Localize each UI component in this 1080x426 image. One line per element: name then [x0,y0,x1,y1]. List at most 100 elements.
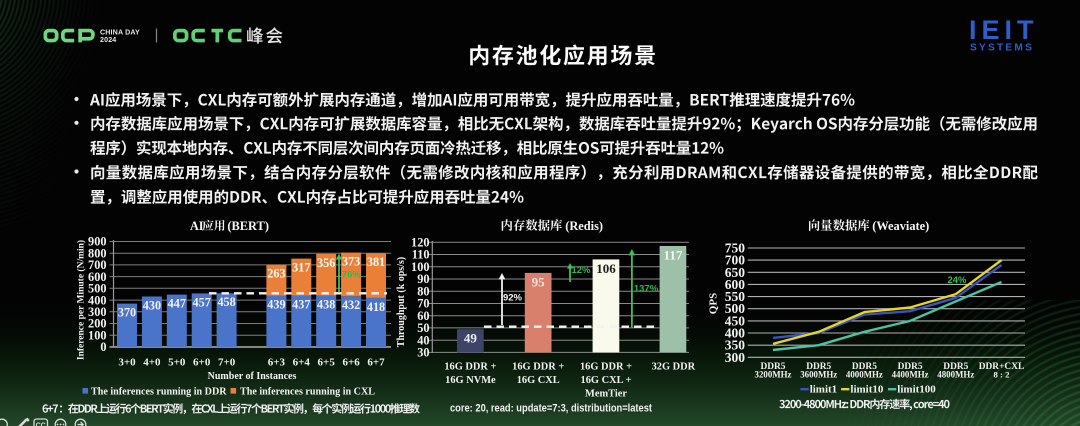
svg-text:DDR5: DDR5 [852,362,877,372]
svg-text:16G DDR +: 16G DDR + [444,362,496,373]
svg-text:100: 100 [88,328,106,342]
svg-text:438: 438 [317,298,335,312]
svg-text:16G DDR +: 16G DDR + [580,362,632,373]
svg-text:300: 300 [88,305,106,319]
svg-text:CC: CC [36,423,46,426]
svg-text:750: 750 [725,241,746,256]
svg-text:457: 457 [193,295,211,309]
svg-text:120: 120 [411,236,429,250]
svg-text:3200MHz: 3200MHz [755,369,792,379]
svg-text:limit10: limit10 [850,384,883,396]
svg-text:8 : 2: 8 : 2 [993,369,1010,379]
svg-text:(BERT): (BERT) [227,219,269,233]
svg-text:80: 80 [417,284,429,298]
svg-text:6+0: 6+0 [193,356,211,368]
svg-text:MemTier: MemTier [585,388,627,399]
svg-text:The inferences running in DDR: The inferences running in DDR [91,386,227,397]
svg-text:(Weaviate): (Weaviate) [872,219,929,233]
svg-text:16G CXL +: 16G CXL + [581,375,632,386]
svg-text:300: 300 [725,350,746,365]
svg-text:76%: 76% [342,270,362,281]
svg-text:95: 95 [532,274,546,289]
svg-text:CHINA DAY: CHINA DAY [100,29,140,37]
svg-text:350: 350 [725,338,746,353]
svg-text:DDR5: DDR5 [806,362,831,372]
svg-text:200: 200 [88,317,106,331]
svg-text:418: 418 [367,300,385,314]
svg-text:0: 0 [100,340,106,354]
svg-text:437: 437 [292,298,310,312]
svg-text:373: 373 [342,255,360,269]
svg-text:6+3: 6+3 [268,356,286,368]
svg-text:DDR5: DDR5 [761,362,786,372]
svg-text:400: 400 [725,326,746,341]
svg-text:600: 600 [88,270,106,284]
svg-text:4000MHz: 4000MHz [846,369,883,379]
svg-text:6+5: 6+5 [318,356,336,368]
svg-text:110: 110 [412,248,430,262]
svg-text:430: 430 [143,298,161,312]
svg-text:106: 106 [596,261,616,276]
svg-text:600: 600 [725,277,746,292]
svg-text:3+0: 3+0 [118,356,136,368]
svg-text:356: 356 [317,256,335,270]
svg-text:12%: 12% [571,265,591,276]
svg-text:90: 90 [417,272,429,286]
svg-text:2024: 2024 [100,36,116,44]
svg-text:Inference per Minute (N/min): Inference per Minute (N/min) [76,240,87,360]
svg-text:The inferences running in CXL: The inferences running in CXL [240,386,375,397]
svg-text:16G NVMe: 16G NVMe [445,375,496,386]
svg-text:432: 432 [342,298,360,312]
svg-text:6+6: 6+6 [342,356,360,368]
svg-text:500: 500 [725,301,746,316]
svg-text:IEIT: IEIT [969,15,1039,45]
svg-text:7+0: 7+0 [218,356,236,368]
svg-text:137%: 137% [634,284,659,295]
svg-text:381: 381 [367,255,385,269]
svg-text:16G DDR +: 16G DDR + [512,362,564,373]
svg-text:DDR5: DDR5 [898,362,923,372]
svg-text:DDR+CXL: DDR+CXL [979,362,1024,372]
svg-text:16G CXL: 16G CXL [517,375,560,386]
svg-text:30: 30 [417,346,429,360]
svg-text:limit100: limit100 [897,384,936,396]
svg-text:70: 70 [417,297,429,311]
svg-text:4800MHz: 4800MHz [937,369,974,379]
svg-text:370: 370 [118,305,136,319]
svg-text:24%: 24% [947,275,967,286]
svg-text:117: 117 [664,247,683,262]
svg-text:Throughput (k ops/s): Throughput (k ops/s) [396,257,407,347]
svg-text:650: 650 [725,265,746,280]
svg-text:92%: 92% [503,293,523,304]
svg-text:50: 50 [417,321,429,335]
svg-text:700: 700 [725,253,746,268]
svg-text:4+0: 4+0 [143,356,161,368]
svg-text:SYSTEMS: SYSTEMS [970,43,1034,54]
svg-text:3600MHz: 3600MHz [800,369,837,379]
svg-text:550: 550 [725,289,746,304]
svg-text:5+0: 5+0 [168,356,186,368]
svg-text:QPS: QPS [708,293,720,314]
svg-text:800: 800 [88,246,106,260]
svg-text:450: 450 [725,313,746,328]
svg-text:439: 439 [267,297,285,311]
svg-text:limit1: limit1 [810,384,838,396]
svg-text:core: 20, read: update=7:3, di: core: 20, read: update=7:3, distribution… [450,403,652,415]
svg-text:Number of Instances: Number of Instances [208,371,297,382]
svg-text:447: 447 [168,296,186,310]
svg-text:6+4: 6+4 [293,356,311,368]
svg-text:317: 317 [292,260,310,274]
svg-text:40: 40 [417,333,429,347]
svg-text:400: 400 [88,293,106,307]
svg-text:263: 263 [267,267,285,281]
svg-text:4400MHz: 4400MHz [892,369,929,379]
svg-text:6+7: 6+7 [367,356,385,368]
svg-text:49: 49 [464,331,478,346]
svg-text:(Redis): (Redis) [565,219,603,233]
svg-text:900: 900 [88,235,106,249]
svg-text:DDR5: DDR5 [943,362,968,372]
svg-text:60: 60 [417,309,429,323]
svg-text:32G DDR: 32G DDR [652,362,696,373]
svg-text:500: 500 [88,282,106,296]
svg-text:458: 458 [217,295,235,309]
